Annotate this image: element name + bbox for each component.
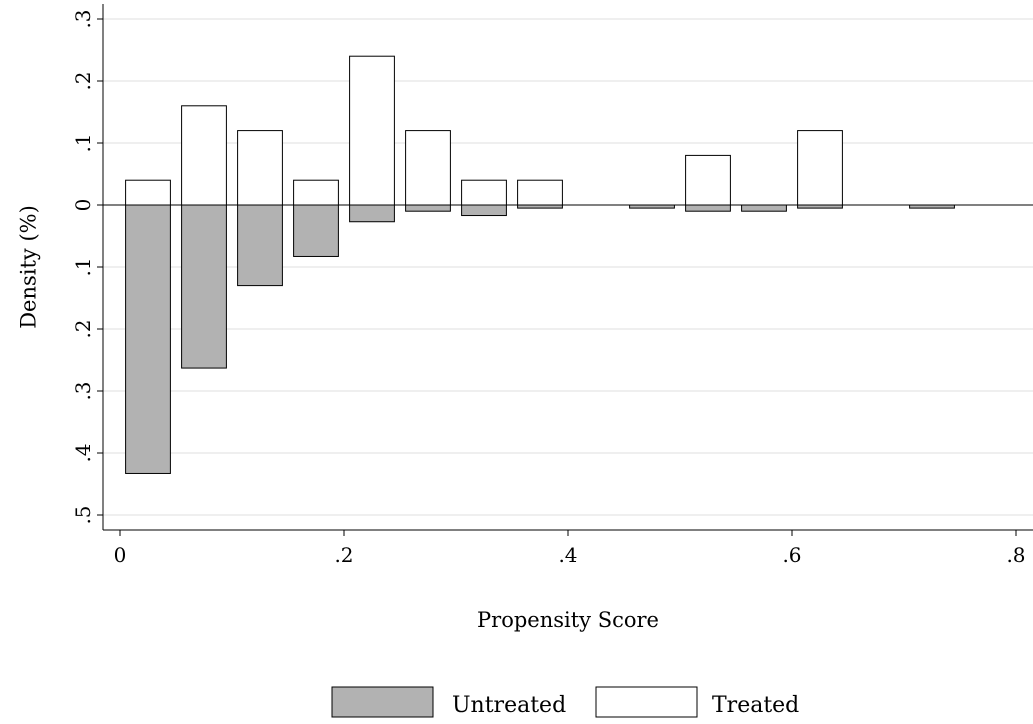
legend-label-untreated: Untreated: [452, 693, 566, 718]
treated-bar: [685, 154, 731, 206]
y-tick-label: 0: [71, 199, 95, 212]
x-tick-label: .2: [334, 543, 353, 567]
x-axis-ticks: 0 .2 .4 .6 .8: [114, 530, 1026, 567]
y-tick-label: .3: [71, 9, 95, 28]
treated-bar: [237, 130, 283, 206]
x-tick-label: .8: [1006, 543, 1025, 567]
x-tick-label: .6: [782, 543, 801, 567]
untreated-bar: [237, 204, 283, 287]
x-axis-title: Propensity Score: [477, 608, 659, 632]
untreated-bar: [181, 204, 227, 369]
legend-swatch-treated: [595, 686, 698, 718]
treated-bar: [181, 105, 227, 206]
y-tick-label: .4: [71, 443, 95, 462]
y-tick-label: .2: [71, 319, 95, 338]
untreated-bar: [125, 204, 171, 474]
untreated-bar: [685, 204, 731, 212]
x-tick-label: 0: [114, 543, 127, 567]
y-axis-ticks: .3 .2 .1 0 .1 .2 .3 .4 .5: [71, 9, 103, 525]
y-tick-label: .3: [71, 381, 95, 400]
untreated-bar: [349, 204, 395, 223]
y-tick-label: .5: [71, 505, 95, 524]
legend-swatch-untreated: [331, 686, 434, 718]
y-tick-label: .1: [71, 133, 95, 152]
untreated-bar: [293, 204, 339, 257]
untreated-bar: [461, 204, 507, 217]
treated-bar: [349, 55, 395, 206]
treated-bar: [125, 179, 171, 206]
treated-bar: [797, 130, 843, 206]
untreated-bar: [741, 204, 787, 212]
treated-bar: [461, 179, 507, 206]
y-tick-label: .1: [71, 257, 95, 276]
bars: [125, 55, 955, 474]
treated-bar: [405, 130, 451, 206]
treated-bar: [517, 179, 563, 206]
y-tick-label: .2: [71, 71, 95, 90]
x-tick-label: .4: [558, 543, 577, 567]
y-axis-title: Density (%): [16, 205, 40, 329]
untreated-bar: [405, 204, 451, 212]
legend: Untreated Treated: [331, 686, 799, 718]
legend-label-treated: Treated: [712, 693, 799, 718]
treated-bar: [293, 179, 339, 206]
